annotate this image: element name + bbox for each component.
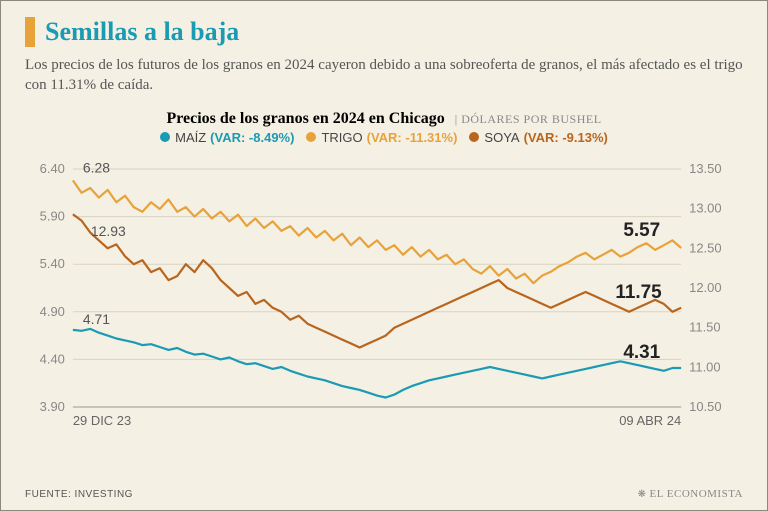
brand-label: ❋EL ECONOMISTA bbox=[638, 488, 743, 500]
svg-text:11.75: 11.75 bbox=[615, 282, 662, 303]
svg-text:4.40: 4.40 bbox=[40, 351, 65, 366]
legend-item-maiz: MAÍZ (VAR: -8.49%) bbox=[160, 130, 294, 145]
svg-text:13.00: 13.00 bbox=[689, 201, 721, 216]
svg-text:4.90: 4.90 bbox=[40, 304, 65, 319]
svg-text:12.50: 12.50 bbox=[689, 240, 721, 255]
legend-item-soya: SOYA (VAR: -9.13%) bbox=[469, 130, 607, 145]
svg-text:13.50: 13.50 bbox=[689, 161, 721, 176]
legend-var: (VAR: -9.13%) bbox=[524, 130, 608, 145]
subtitle: Los precios de los futuros de los granos… bbox=[25, 55, 743, 96]
chart-header: Precios de los granos en 2024 en Chicago… bbox=[25, 110, 743, 128]
svg-text:09 ABR 24: 09 ABR 24 bbox=[619, 413, 681, 428]
svg-text:6.28: 6.28 bbox=[83, 159, 110, 175]
svg-text:5.90: 5.90 bbox=[40, 209, 65, 224]
svg-text:11.50: 11.50 bbox=[689, 320, 720, 335]
svg-text:12.00: 12.00 bbox=[689, 280, 721, 295]
chart-title: Precios de los granos en 2024 en Chicago bbox=[166, 110, 444, 127]
brand-icon: ❋ bbox=[638, 489, 647, 500]
title-row: Semillas a la baja bbox=[25, 17, 743, 47]
legend-name: MAÍZ bbox=[175, 130, 206, 145]
legend-name: SOYA bbox=[484, 130, 519, 145]
svg-text:10.50: 10.50 bbox=[689, 399, 721, 414]
legend-dot-icon bbox=[160, 132, 170, 142]
svg-text:11.00: 11.00 bbox=[689, 359, 720, 374]
legend-var: (VAR: -11.31%) bbox=[367, 130, 458, 145]
svg-text:29 DIC 23: 29 DIC 23 bbox=[73, 413, 131, 428]
title-accent-bar bbox=[25, 17, 35, 47]
svg-text:5.57: 5.57 bbox=[623, 220, 660, 241]
svg-text:6.40: 6.40 bbox=[40, 161, 65, 176]
legend: MAÍZ (VAR: -8.49%) TRIGO (VAR: -11.31%) SOYA… bbox=[25, 130, 743, 146]
svg-text:12.93: 12.93 bbox=[91, 223, 126, 239]
legend-dot-icon bbox=[306, 132, 316, 142]
page-title: Semillas a la baja bbox=[45, 17, 239, 47]
legend-name: TRIGO bbox=[321, 130, 362, 145]
footer: FUENTE: INVESTING ❋EL ECONOMISTA bbox=[25, 488, 743, 500]
legend-dot-icon bbox=[469, 132, 479, 142]
svg-text:5.40: 5.40 bbox=[40, 256, 65, 271]
legend-item-trigo: TRIGO (VAR: -11.31%) bbox=[306, 130, 457, 145]
svg-text:3.90: 3.90 bbox=[40, 399, 65, 414]
chart-unit-label: | DÓLARES POR BUSHEL bbox=[455, 112, 602, 126]
svg-text:4.71: 4.71 bbox=[83, 311, 110, 327]
legend-var: (VAR: -8.49%) bbox=[210, 130, 294, 145]
svg-text:4.31: 4.31 bbox=[623, 342, 660, 363]
line-chart: 6.40 5.90 5.40 4.90 4.40 3.90 13.50 13.00 12.50 1… bbox=[25, 151, 743, 441]
source-label: FUENTE: INVESTING bbox=[25, 489, 133, 500]
